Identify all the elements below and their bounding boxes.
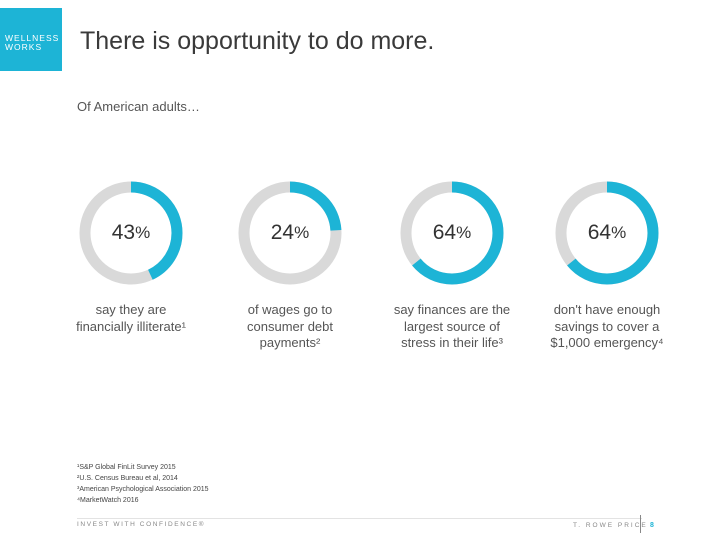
brand-line-1: WELLNESS: [5, 33, 60, 43]
percentage-value: 64: [587, 221, 612, 244]
percent-sign: %: [456, 223, 472, 242]
company-logo: T. ROWE PRICE: [573, 522, 648, 529]
stat-description: of wages go to consumer debt payments²: [247, 302, 333, 350]
donut-chart: 24%: [235, 178, 345, 288]
donut-chart: 43%: [76, 178, 186, 288]
percentage-value: 24: [270, 221, 295, 244]
page-title: There is opportunity to do more.: [80, 27, 435, 55]
donut-value-arc: [400, 181, 504, 285]
footnote: ²U.S. Census Bureau et al, 2014: [77, 475, 178, 482]
donut-svg: [79, 181, 183, 285]
footer-divider: [77, 518, 642, 519]
stat-3: 64% say finances are the largest source …: [362, 178, 542, 352]
donut-chart: 64%: [397, 178, 507, 288]
footnotes: ¹S&P Global FinLit Survey 2015 ²U.S. Cen…: [77, 462, 209, 506]
donut-svg: [400, 181, 504, 285]
stat-description: say they are financially illiterate¹: [76, 302, 186, 334]
stat-4: 64% don't have enough savings to cover a…: [517, 178, 697, 352]
donut-value-arc: [79, 181, 183, 285]
donut-value-arc: [555, 181, 659, 285]
percentage-label: 64%: [552, 178, 662, 288]
percentage-value: 43: [111, 221, 136, 244]
donut-chart: 64%: [552, 178, 662, 288]
percentage-label: 43%: [76, 178, 186, 288]
percent-sign: %: [611, 223, 627, 242]
subtitle: Of American adults…: [77, 99, 200, 114]
page-number: 8: [650, 522, 654, 529]
brand-line-2: WORKS: [5, 42, 43, 52]
footnote: ³American Psychological Association 2015: [77, 486, 209, 493]
donut-svg: [555, 181, 659, 285]
percentage-value: 64: [432, 221, 457, 244]
footnote: ¹S&P Global FinLit Survey 2015: [77, 464, 176, 471]
stat-2: 24% of wages go to consumer debt payment…: [200, 178, 380, 352]
percentage-label: 64%: [397, 178, 507, 288]
percentage-label: 24%: [235, 178, 345, 288]
stat-1: 43% say they are financially illiterate¹: [41, 178, 221, 335]
footnote: ⁴MarketWatch 2016: [77, 497, 139, 504]
percent-sign: %: [135, 223, 151, 242]
donut-svg: [238, 181, 342, 285]
donut-value-arc: [238, 181, 342, 285]
percent-sign: %: [294, 223, 310, 242]
footer-tagline: INVEST WITH CONFIDENCE®: [77, 521, 206, 528]
wellness-works-logo: WELLNESS WORKS: [0, 8, 62, 71]
stat-description: don't have enough savings to cover a $1,…: [550, 302, 664, 350]
footer-separator: [640, 515, 641, 533]
stat-description: say finances are the largest source of s…: [393, 302, 511, 350]
